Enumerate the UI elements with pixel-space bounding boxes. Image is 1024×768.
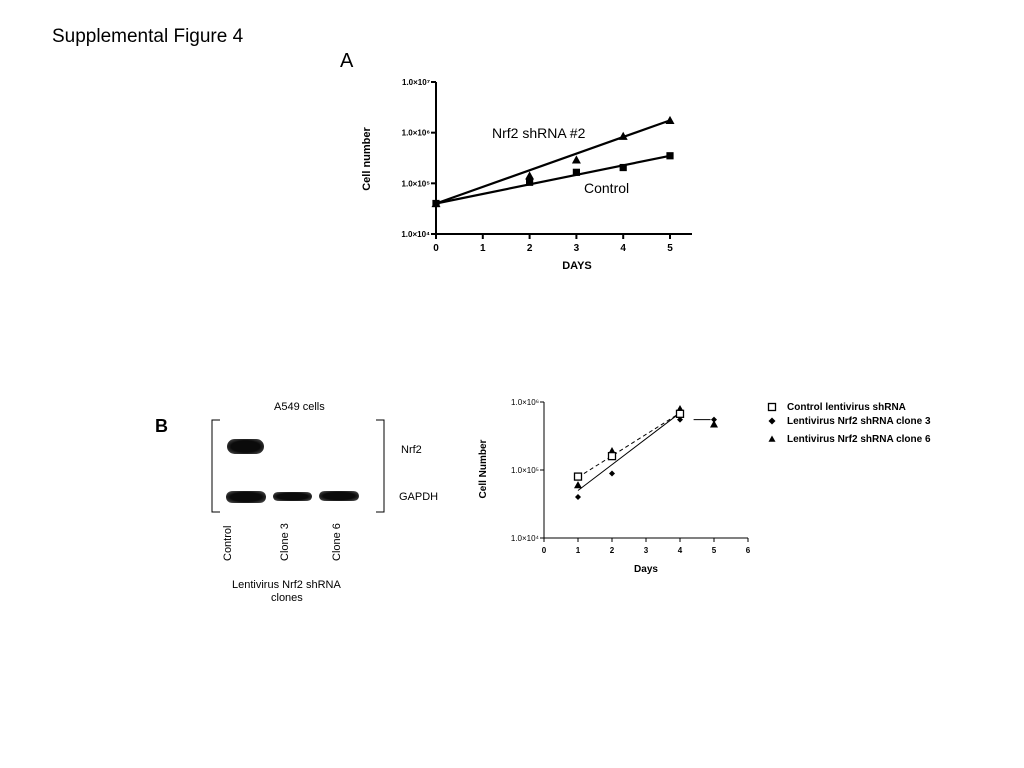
b-data-point: [574, 481, 582, 489]
b-data-point: [575, 494, 581, 501]
a-series-line: [435, 119, 671, 205]
band-label-nrf2: Nrf2: [401, 444, 422, 456]
b-data-point: [573, 472, 583, 481]
b-x-tick-label: 5: [712, 546, 717, 555]
gapdh-band-clone6: [319, 491, 359, 501]
b-data-point: [607, 451, 617, 461]
a-y-axis-title: Cell number: [361, 127, 373, 191]
b-legend-label: Lentivirus Nrf2 shRNA clone 6: [787, 434, 931, 445]
panel-a-label: A: [340, 50, 354, 72]
a-y-tick-label: 1.0×10⁵: [402, 179, 431, 188]
a-data-point: [571, 155, 581, 164]
blot-caption-line2: clones: [271, 592, 303, 604]
band-label-gapdh: GAPDH: [399, 491, 439, 503]
a-y-tick-label: 1.0×10⁷: [402, 78, 430, 87]
b-series-line: [577, 412, 681, 478]
b-y-tick-label: 1.0×10⁴: [511, 534, 540, 543]
a-x-tick-label: 0: [433, 243, 439, 254]
b-data-point: [677, 416, 683, 423]
a-x-tick-label: 4: [620, 243, 626, 254]
nrf2-band-control: [227, 439, 264, 454]
b-legend-marker: [767, 402, 777, 412]
b-legend-marker: [768, 417, 776, 425]
a-data-point: [665, 115, 675, 124]
b-data-point: [710, 420, 718, 428]
figure-title: Supplemental Figure 4: [52, 26, 244, 47]
b-x-tick-label: 2: [610, 546, 615, 555]
a-x-axis-title: DAYS: [562, 260, 592, 272]
b-legend-marker: [768, 435, 776, 442]
a-x-tick-label: 2: [527, 243, 533, 254]
blot-caption-line1: Lentivirus Nrf2 shRNA: [232, 579, 341, 591]
b-data-point: [609, 470, 615, 477]
a-data-point: [432, 199, 440, 208]
b-x-tick-label: 3: [644, 546, 649, 555]
a-data-point: [572, 168, 580, 176]
a-series-line: [435, 154, 671, 205]
a-x-tick-label: 3: [574, 243, 580, 254]
a-y-tick-label: 1.0×10⁶: [402, 129, 431, 138]
a-series-label: Nrf2 shRNA #2: [492, 125, 586, 141]
b-x-tick-label: 6: [746, 546, 751, 555]
b-y-tick-label: 1.0×10⁶: [511, 398, 539, 407]
blot-title: A549 cells: [274, 401, 325, 413]
b-x-tick-label: 1: [576, 546, 581, 555]
a-data-point: [526, 178, 534, 186]
a-data-point: [618, 131, 628, 140]
a-x-tick-label: 1: [480, 243, 486, 254]
b-x-axis-title: Days: [634, 564, 658, 575]
b-data-point: [675, 409, 685, 418]
b-series-line: [577, 412, 681, 491]
b-y-tick-label: 1.0×10⁵: [511, 466, 539, 475]
b-y-axis-title: Cell Number: [478, 439, 489, 498]
b-data-point: [711, 416, 717, 423]
a-data-point: [525, 171, 535, 180]
b-legend-label: Lentivirus Nrf2 shRNA clone 3: [787, 416, 931, 427]
a-y-tick-label: 1.0×10⁴: [401, 230, 430, 239]
b-x-tick-label: 4: [678, 546, 683, 555]
a-data-point: [619, 163, 627, 172]
b-x-tick-label: 0: [542, 546, 547, 555]
gapdh-band-clone3: [273, 492, 312, 501]
b-legend-label: Control lentivirus shRNA: [787, 402, 906, 413]
panel-b-label: B: [155, 416, 168, 436]
a-series-label: Control: [584, 180, 629, 196]
a-x-tick-label: 5: [667, 243, 673, 254]
gapdh-band-control: [226, 491, 266, 503]
a-data-point: [666, 152, 674, 160]
